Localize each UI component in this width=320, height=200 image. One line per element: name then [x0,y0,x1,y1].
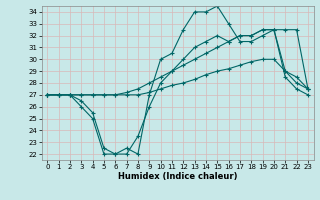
X-axis label: Humidex (Indice chaleur): Humidex (Indice chaleur) [118,172,237,181]
